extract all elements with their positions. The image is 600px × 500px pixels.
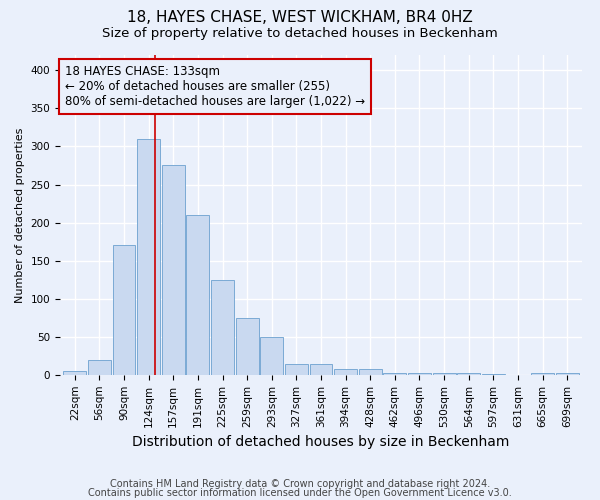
Bar	[482, 374, 505, 375]
Bar	[211, 280, 234, 375]
Bar	[137, 139, 160, 375]
Y-axis label: Number of detached properties: Number of detached properties	[15, 128, 25, 302]
Bar	[236, 318, 259, 375]
Text: Contains HM Land Registry data © Crown copyright and database right 2024.: Contains HM Land Registry data © Crown c…	[110, 479, 490, 489]
X-axis label: Distribution of detached houses by size in Beckenham: Distribution of detached houses by size …	[133, 435, 509, 449]
Bar	[187, 215, 209, 375]
Bar	[433, 374, 455, 375]
Bar	[285, 364, 308, 375]
Bar	[260, 337, 283, 375]
Bar	[383, 372, 406, 375]
Bar	[88, 360, 111, 375]
Bar	[64, 371, 86, 375]
Text: 18 HAYES CHASE: 133sqm
← 20% of detached houses are smaller (255)
80% of semi-de: 18 HAYES CHASE: 133sqm ← 20% of detached…	[65, 64, 365, 108]
Text: Size of property relative to detached houses in Beckenham: Size of property relative to detached ho…	[102, 28, 498, 40]
Bar	[531, 374, 554, 375]
Bar	[359, 369, 382, 375]
Text: 18, HAYES CHASE, WEST WICKHAM, BR4 0HZ: 18, HAYES CHASE, WEST WICKHAM, BR4 0HZ	[127, 10, 473, 25]
Bar	[310, 364, 332, 375]
Bar	[113, 246, 136, 375]
Bar	[556, 374, 578, 375]
Bar	[162, 166, 185, 375]
Text: Contains public sector information licensed under the Open Government Licence v3: Contains public sector information licen…	[88, 488, 512, 498]
Bar	[334, 369, 357, 375]
Bar	[408, 372, 431, 375]
Bar	[457, 374, 480, 375]
